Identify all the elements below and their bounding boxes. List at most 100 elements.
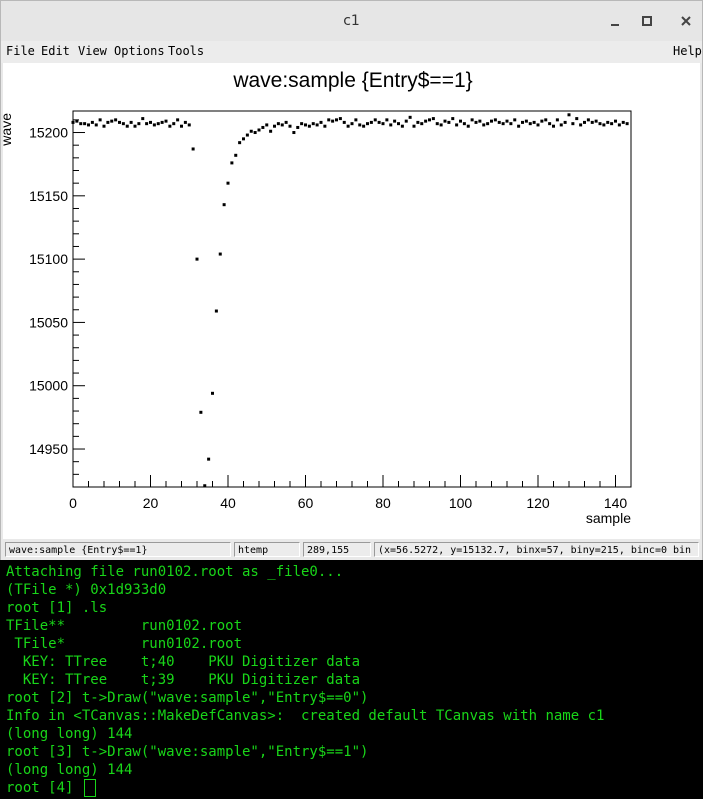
data-point [373, 118, 377, 122]
data-point [280, 123, 284, 127]
terminal[interactable]: Attaching file run0102.root as _file0...… [0, 560, 703, 799]
x-tick-label: 80 [375, 495, 391, 511]
data-point [459, 119, 462, 123]
x-tick-label: 20 [143, 495, 159, 511]
data-point [226, 181, 230, 185]
title-bar[interactable]: c1 [1, 1, 702, 42]
data-point [149, 120, 152, 124]
data-point [168, 124, 172, 128]
data-point [319, 120, 323, 124]
terminal-prompt-line[interactable]: root [4] [6, 779, 96, 797]
terminal-line: root [2] t->Draw("wave:sample","Entry$==… [6, 690, 369, 706]
menu-options[interactable]: Options [114, 44, 165, 58]
data-point [273, 124, 276, 128]
data-point [466, 124, 470, 128]
data-point [408, 115, 412, 119]
menu-edit[interactable]: Edit [41, 44, 70, 58]
data-point [493, 118, 497, 122]
data-point [614, 119, 617, 123]
menu-tools[interactable]: Tools [168, 44, 205, 58]
y-tick-label: 15200 [29, 125, 68, 141]
data-point [284, 120, 288, 124]
data-point [524, 119, 528, 123]
data-point [207, 457, 211, 461]
data-point [145, 122, 149, 126]
data-point [478, 119, 482, 123]
data-point [439, 123, 443, 127]
data-point [331, 119, 335, 123]
data-point [435, 122, 439, 126]
data-point [579, 123, 583, 127]
data-point [559, 123, 563, 127]
data-point [521, 120, 524, 124]
data-point [199, 410, 203, 414]
data-point [583, 120, 586, 124]
data-point [424, 119, 428, 123]
plot-canvas[interactable]: wave:sample {Entry$==1} 0 20 40 60 80 100 120 1… [0, 63, 700, 539]
data-point [431, 117, 435, 121]
data-point [292, 131, 296, 135]
data-point [187, 123, 191, 127]
data-point [552, 124, 555, 128]
data-point [490, 119, 493, 123]
data-point [102, 124, 106, 128]
terminal-line: (long long) 144 [6, 726, 133, 742]
root-canvas-window: c1 File Edit View Options Tools Help wav… [0, 0, 703, 560]
x-tick-label: 140 [604, 495, 628, 511]
data-point [571, 122, 575, 126]
menu-help[interactable]: Help [673, 44, 702, 58]
x-tick-label: 120 [526, 495, 550, 511]
data-point [160, 120, 164, 124]
data-point [497, 120, 501, 124]
terminal-cursor[interactable] [83, 779, 96, 797]
data-point [501, 122, 505, 126]
data-point [575, 117, 579, 121]
data-point [172, 122, 176, 126]
data-point [389, 123, 393, 127]
data-points [71, 113, 629, 488]
data-point [133, 124, 137, 128]
chart-title: wave:sample {Entry$==1} [232, 69, 472, 92]
data-point [358, 123, 362, 127]
terminal-line: (TFile *) 0x1d933d0 [6, 582, 167, 598]
data-point [567, 113, 571, 117]
data-point [598, 122, 602, 126]
data-point [509, 122, 513, 126]
x-tick-label: 0 [69, 495, 77, 511]
data-point [261, 125, 265, 129]
minimize-glyph [611, 24, 619, 26]
data-point [338, 117, 342, 121]
close-icon[interactable] [676, 11, 696, 31]
data-point [230, 161, 234, 165]
maximize-glyph [642, 16, 652, 26]
data-point [307, 124, 311, 128]
maximize-icon[interactable] [637, 11, 657, 31]
data-point [265, 123, 269, 127]
y-tick-label: 15000 [29, 378, 68, 394]
data-point [617, 123, 621, 127]
status-object: wave:sample {Entry$==1} [5, 542, 231, 557]
data-point [191, 147, 195, 151]
menu-view[interactable]: View [78, 44, 107, 58]
data-point [304, 123, 307, 127]
data-point [141, 117, 145, 121]
data-point [245, 133, 249, 137]
data-point [257, 128, 261, 132]
y-axis: 14950 15000 15050 15100 15150 15200 [29, 119, 85, 488]
minimize-icon[interactable] [605, 11, 625, 31]
x-axis: 0 20 40 60 80 100 120 140 [69, 475, 632, 511]
data-point [505, 119, 509, 123]
data-point [83, 122, 87, 126]
data-point [75, 119, 79, 123]
menu-file[interactable]: File [6, 44, 35, 58]
data-point [276, 122, 280, 126]
data-point [428, 118, 431, 122]
data-point [606, 120, 610, 124]
data-point [269, 129, 273, 133]
terminal-line: TFile** run0102.root [6, 618, 243, 634]
y-axis-label: wave [3, 113, 14, 147]
x-tick-label: 40 [220, 495, 236, 511]
data-point [87, 123, 90, 127]
data-point [90, 120, 94, 124]
data-point [300, 122, 304, 126]
